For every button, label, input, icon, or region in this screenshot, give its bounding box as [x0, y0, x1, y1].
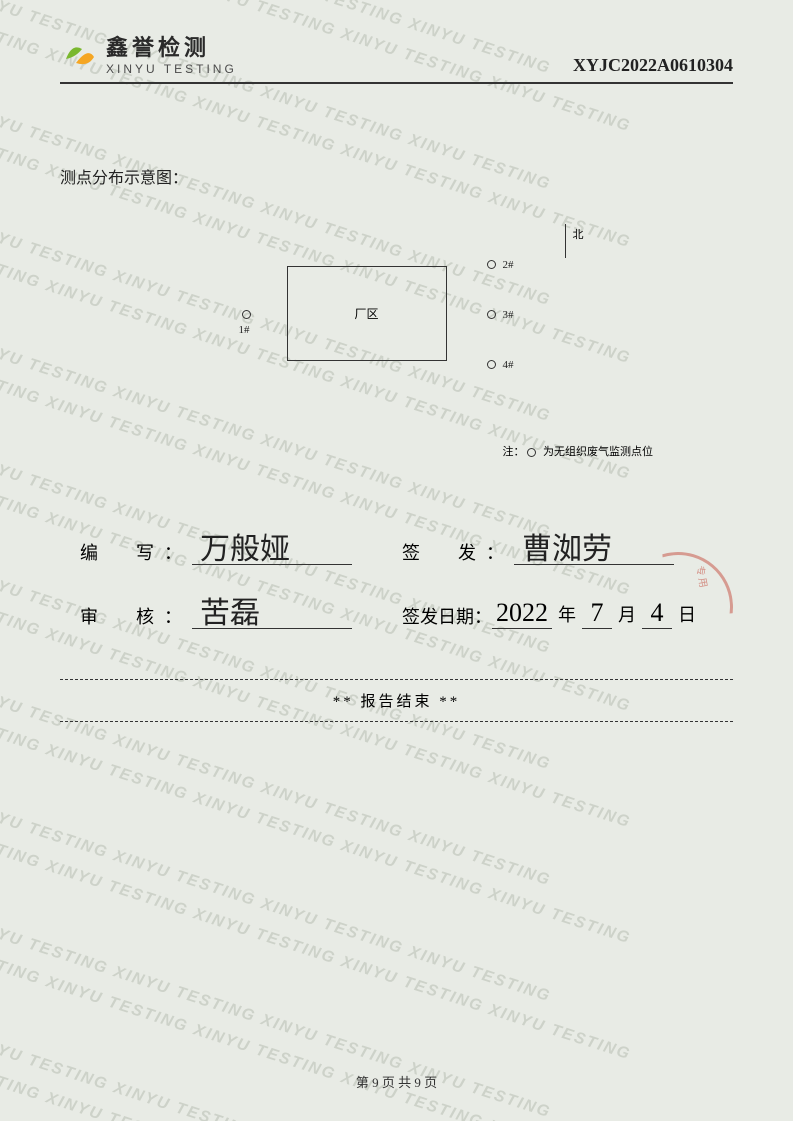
writer-label: 编 写：: [80, 539, 192, 565]
report-end-banner: ** 报告结束 **: [60, 679, 733, 722]
signature-row-1: 编 写： 万般娅 签 发： 曹洳劳: [80, 529, 713, 565]
factory-label: 厂区: [354, 305, 378, 322]
monitor-point-3: [487, 310, 496, 319]
page-container: 鑫誉检测 XINYU TESTING XYJC2022A0610304 测点分布…: [0, 0, 793, 1121]
reviewer-line: 苦磊: [192, 593, 352, 629]
footer-total: 9: [414, 1075, 421, 1090]
reviewer-label: 审 核：: [80, 603, 192, 629]
signature-row-2: 审 核： 苦磊 签发日期： 2022 年 7 月 4 日: [80, 593, 713, 629]
document-number: XYJC2022A0610304: [573, 55, 733, 76]
footer-prefix: 第: [356, 1075, 369, 1090]
date-month: 7: [582, 598, 612, 629]
legend-prefix: 注：: [503, 446, 525, 458]
diagram-legend: 注： 为无组织废气监测点位: [60, 443, 733, 459]
issuer-field: 签 发： 曹洳劳: [402, 529, 674, 565]
page-footer: 第 9 页 共 9 页: [0, 1072, 793, 1091]
issue-date-label: 签发日期：: [402, 603, 492, 629]
header: 鑫誉检测 XINYU TESTING XYJC2022A0610304: [60, 30, 733, 84]
factory-box: 厂区: [287, 266, 447, 361]
logo-icon: [60, 35, 98, 71]
footer-mid: 页 共: [382, 1075, 411, 1090]
issuer-label: 签 发：: [402, 539, 514, 565]
logo-block: 鑫誉检测 XINYU TESTING: [60, 30, 237, 76]
date-month-unit: 月: [618, 605, 636, 625]
monitor-label-4: 4#: [503, 359, 514, 371]
legend-text: 为无组织废气监测点位: [543, 446, 653, 458]
reviewer-signature: 苦磊: [200, 588, 260, 632]
monitor-point-2: [487, 260, 496, 269]
section-title: 测点分布示意图：: [60, 164, 733, 188]
company-name-en: XINYU TESTING: [106, 62, 237, 76]
north-line: [565, 224, 567, 258]
north-label: 北: [573, 226, 584, 242]
writer-line: 万般娅: [192, 529, 352, 565]
writer-field: 编 写： 万般娅: [80, 529, 352, 565]
date-year: 2022: [492, 598, 552, 629]
monitor-point-4: [487, 360, 496, 369]
company-name-cn: 鑫誉检测: [106, 30, 237, 62]
issue-date-field: 签发日期： 2022 年 7 月 4 日: [402, 598, 698, 629]
issuer-signature: 曹洳劳: [522, 524, 612, 568]
monitor-point-1: [242, 310, 251, 319]
date-year-unit: 年: [558, 605, 576, 625]
diagram-area: 北 厂区 1# 2# 3# 4#: [187, 228, 607, 418]
legend-marker-icon: [527, 448, 536, 457]
writer-signature: 万般娅: [200, 524, 290, 568]
footer-current: 9: [372, 1075, 379, 1090]
issuer-line: 曹洳劳: [514, 529, 674, 565]
reviewer-field: 审 核： 苦磊: [80, 593, 352, 629]
signature-area: 编 写： 万般娅 签 发： 曹洳劳 审 核： 苦磊 签发日期：: [60, 529, 733, 629]
monitor-label-3: 3#: [503, 309, 514, 321]
monitor-label-2: 2#: [503, 259, 514, 271]
monitor-label-1: 1#: [239, 324, 250, 336]
footer-suffix: 页: [424, 1075, 437, 1090]
